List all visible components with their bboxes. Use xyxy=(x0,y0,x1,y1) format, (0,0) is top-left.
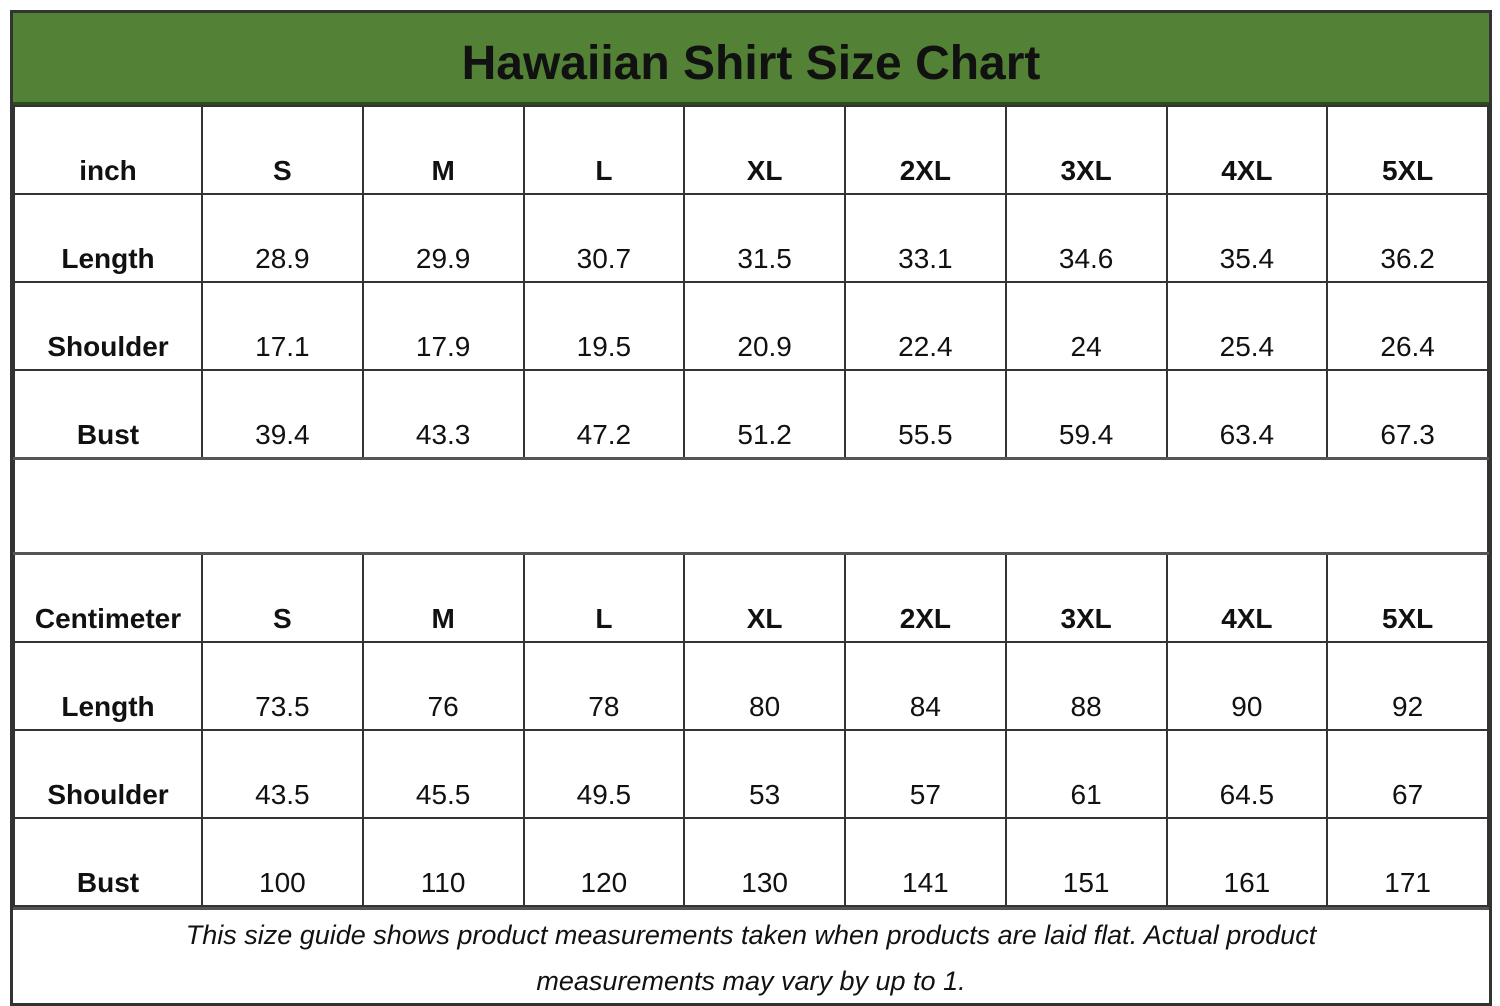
chart-title: Hawaiian Shirt Size Chart xyxy=(13,13,1489,105)
value-cell: 92 xyxy=(1326,641,1489,731)
size-header: L xyxy=(522,552,686,643)
value-cell: 53 xyxy=(683,729,846,819)
value-cell: 63.4 xyxy=(1165,369,1329,460)
value-cell: 80 xyxy=(683,641,846,731)
value-cell: 84 xyxy=(844,641,1007,731)
size-header: XL xyxy=(683,552,846,643)
value-cell: 100 xyxy=(201,817,364,907)
value-cell: 26.4 xyxy=(1326,281,1489,371)
value-cell: 61 xyxy=(1004,729,1168,819)
size-header: 5XL xyxy=(1326,552,1489,643)
table-row: Shoulder 43.5 45.5 49.5 53 57 61 64.5 67 xyxy=(13,729,1489,819)
value-cell: 43.5 xyxy=(201,729,364,819)
value-cell: 161 xyxy=(1165,817,1329,907)
value-cell: 31.5 xyxy=(683,193,846,283)
value-cell: 17.9 xyxy=(361,281,525,371)
value-cell: 25.4 xyxy=(1165,281,1329,371)
size-header: XL xyxy=(683,105,846,195)
row-label: Shoulder xyxy=(13,729,203,819)
value-cell: 78 xyxy=(522,641,686,731)
value-cell: 43.3 xyxy=(361,369,525,460)
row-label: Bust xyxy=(13,369,203,460)
row-label: Length xyxy=(13,641,203,731)
unit-label: inch xyxy=(13,105,203,195)
value-cell: 130 xyxy=(683,817,846,907)
value-cell: 30.7 xyxy=(522,193,686,283)
value-cell: 120 xyxy=(522,817,686,907)
value-cell: 67.3 xyxy=(1326,369,1489,460)
value-cell: 88 xyxy=(1004,641,1168,731)
value-cell: 24 xyxy=(1004,281,1168,371)
value-cell: 17.1 xyxy=(201,281,364,371)
value-cell: 22.4 xyxy=(844,281,1007,371)
size-header: 5XL xyxy=(1326,105,1489,195)
value-cell: 49.5 xyxy=(522,729,686,819)
unit-label: Centimeter xyxy=(13,552,203,643)
cm-header-row: Centimeter S M L XL 2XL 3XL 4XL 5XL xyxy=(13,552,1489,643)
size-chart: Hawaiian Shirt Size Chart inch S M L XL 2XL 3X… xyxy=(10,10,1492,1006)
spacer-cell xyxy=(13,457,1489,555)
value-cell: 29.9 xyxy=(361,193,525,283)
value-cell: 151 xyxy=(1004,817,1168,907)
value-cell: 67 xyxy=(1326,729,1489,819)
size-table: inch S M L XL 2XL 3XL 4XL 5XL Length 28.9 29.9 30.7 3… xyxy=(13,105,1489,907)
value-cell: 34.6 xyxy=(1004,193,1168,283)
value-cell: 76 xyxy=(361,641,525,731)
value-cell: 59.4 xyxy=(1004,369,1168,460)
size-header: 3XL xyxy=(1004,105,1168,195)
size-header: 4XL xyxy=(1165,105,1329,195)
row-label: Bust xyxy=(13,817,203,907)
value-cell: 55.5 xyxy=(844,369,1007,460)
value-cell: 19.5 xyxy=(522,281,686,371)
value-cell: 141 xyxy=(844,817,1007,907)
size-header: 2XL xyxy=(844,105,1007,195)
spacer-row xyxy=(13,457,1489,555)
size-header: M xyxy=(361,552,525,643)
value-cell: 171 xyxy=(1326,817,1489,907)
table-row: Length 28.9 29.9 30.7 31.5 33.1 34.6 35.4 36.2 xyxy=(13,193,1489,283)
size-header: 2XL xyxy=(844,552,1007,643)
value-cell: 57 xyxy=(844,729,1007,819)
value-cell: 33.1 xyxy=(844,193,1007,283)
value-cell: 110 xyxy=(361,817,525,907)
row-label: Length xyxy=(13,193,203,283)
footnote: This size guide shows product measuremen… xyxy=(13,907,1489,1003)
size-header: 4XL xyxy=(1165,552,1329,643)
size-header: S xyxy=(201,552,364,643)
table-row: Bust 39.4 43.3 47.2 51.2 55.5 59.4 63.4 67.3 xyxy=(13,369,1489,460)
inch-header-row: inch S M L XL 2XL 3XL 4XL 5XL xyxy=(13,105,1489,195)
size-header: 3XL xyxy=(1004,552,1168,643)
value-cell: 73.5 xyxy=(201,641,364,731)
table-row: Shoulder 17.1 17.9 19.5 20.9 22.4 24 25.4 26.4 xyxy=(13,281,1489,371)
size-header: S xyxy=(201,105,364,195)
row-label: Shoulder xyxy=(13,281,203,371)
size-header: L xyxy=(522,105,686,195)
table-row: Length 73.5 76 78 80 84 88 90 92 xyxy=(13,641,1489,731)
value-cell: 39.4 xyxy=(201,369,364,460)
value-cell: 35.4 xyxy=(1165,193,1329,283)
value-cell: 20.9 xyxy=(683,281,846,371)
value-cell: 28.9 xyxy=(201,193,364,283)
value-cell: 90 xyxy=(1165,641,1329,731)
value-cell: 51.2 xyxy=(683,369,846,460)
value-cell: 45.5 xyxy=(361,729,525,819)
table-row: Bust 100 110 120 130 141 151 161 171 xyxy=(13,817,1489,907)
size-header: M xyxy=(361,105,525,195)
value-cell: 47.2 xyxy=(522,369,686,460)
value-cell: 36.2 xyxy=(1326,193,1489,283)
value-cell: 64.5 xyxy=(1165,729,1329,819)
